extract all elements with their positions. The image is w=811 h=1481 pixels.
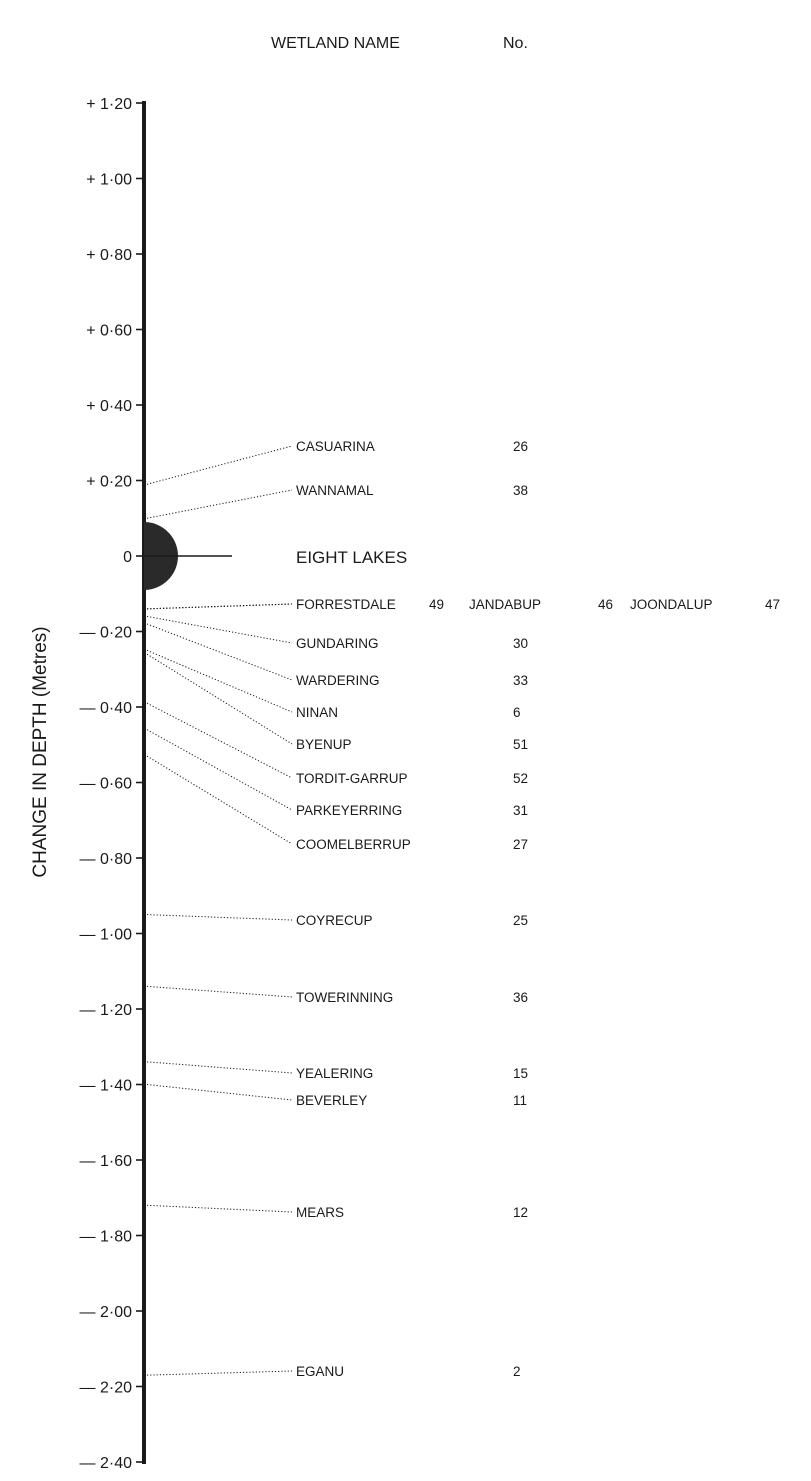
wetland-leader-line [146, 1084, 293, 1101]
y-tick-label: — 2·40 [80, 1455, 133, 1472]
wetland-leader-line [146, 489, 293, 519]
reference-label: EIGHT LAKES [296, 548, 407, 567]
wetland-number: 12 [513, 1205, 528, 1220]
reference-marker: EIGHT LAKES [144, 522, 407, 590]
y-tick-label: — 1·80 [80, 1229, 133, 1246]
wetland-number: 33 [513, 673, 528, 688]
y-tick-label: + 1·00 [86, 172, 132, 189]
header-no: No. [503, 35, 528, 52]
y-axis: + 1·20 + 1·00 + 0·80 + 0·60 + 0·40 + 0·20 0 — 0… [80, 96, 146, 1472]
wetland-leader-line [146, 445, 293, 485]
wetland-number: 38 [513, 483, 528, 498]
wetland-leader-line [146, 623, 293, 681]
y-tick-label: + 0·20 [86, 474, 132, 491]
wetland-name: YEALERING [296, 1066, 373, 1081]
wetland-number: 36 [513, 990, 528, 1005]
wetland-name: WANNAMAL [296, 483, 374, 498]
y-tick-label: — 0·60 [80, 776, 133, 793]
wetland-number: 6 [513, 705, 521, 720]
wetland-number: 25 [513, 913, 528, 928]
wetland-name: PARKEYERRING [296, 803, 402, 818]
wetland-leader-line [146, 755, 293, 845]
wetland-leader-line [146, 985, 293, 998]
y-tick-label: — 0·80 [80, 851, 133, 868]
wetland-name: NINAN [296, 705, 338, 720]
wetland-name: BYENUP [296, 737, 352, 752]
y-tick-label: — 1·20 [80, 1002, 133, 1019]
y-tick-label: + 0·40 [86, 398, 132, 415]
wetland-leader-line [146, 914, 293, 921]
wetland-leader-line [146, 1370, 293, 1376]
wetland-leader-line [146, 1204, 293, 1213]
wetland-name: FORRESTDALE [296, 597, 396, 612]
wetland-leader-line [146, 603, 293, 610]
wetland-name: WARDERING [296, 673, 380, 688]
wetland-leader-line [146, 649, 293, 713]
y-tick-label: 0 [123, 549, 132, 566]
wetland-name: TOWERINNING [296, 990, 393, 1005]
y-axis-title: CHANGE IN DEPTH (Metres) [30, 626, 51, 877]
y-tick-label: + 0·60 [86, 323, 132, 340]
y-tick-label: — 1·40 [80, 1078, 133, 1095]
wetland-name: JANDABUP [469, 597, 541, 612]
wetland-leader-line [146, 729, 293, 811]
wetland-name: TORDIT-GARRUP [296, 771, 408, 786]
wetland-number: 2 [513, 1364, 521, 1379]
wetland-number: 52 [513, 771, 528, 786]
header-wetland-name: WETLAND NAME [271, 35, 400, 52]
wetland-number: 11 [513, 1093, 527, 1108]
wetland-name: MEARS [296, 1205, 344, 1220]
y-tick-label: — 2·00 [80, 1304, 133, 1321]
y-tick-label: — 0·40 [80, 700, 133, 717]
wetland-number: 49 [429, 597, 444, 612]
wetland-number: 46 [598, 597, 613, 612]
wetland-name: COYRECUP [296, 913, 373, 928]
wetland-name: GUNDARING [296, 636, 379, 651]
y-tick-label: — 1·60 [80, 1153, 133, 1170]
wetland-leader-line [146, 615, 293, 644]
wetland-name: CASUARINA [296, 439, 375, 454]
wetland-leader-line [146, 603, 293, 610]
wetland-number: 26 [513, 439, 528, 454]
y-tick-label: + 0·80 [86, 247, 132, 264]
wetland-number: 15 [513, 1066, 528, 1081]
wetland-leader-line [146, 603, 293, 610]
wetland-number: 27 [513, 837, 528, 852]
wetland-leader-line [146, 653, 293, 745]
wetland-number: 47 [765, 597, 780, 612]
wetland-name: EGANU [296, 1364, 344, 1379]
wetland-name: JOONDALUP [630, 597, 713, 612]
wetland-leader-line [146, 702, 293, 779]
y-tick-label: — 2·20 [80, 1380, 133, 1397]
y-tick-label: + 1·20 [86, 96, 132, 113]
y-tick-label: — 1·00 [80, 927, 133, 944]
wetland-number: 30 [513, 636, 528, 651]
wetland-leader-line [146, 1061, 293, 1074]
wetland-name: BEVERLEY [296, 1093, 367, 1108]
wetland-number: 31 [513, 803, 528, 818]
wetland-number: 51 [513, 737, 528, 752]
wetland-name: COOMELBERRUP [296, 837, 411, 852]
y-tick-label: — 0·20 [80, 625, 133, 642]
